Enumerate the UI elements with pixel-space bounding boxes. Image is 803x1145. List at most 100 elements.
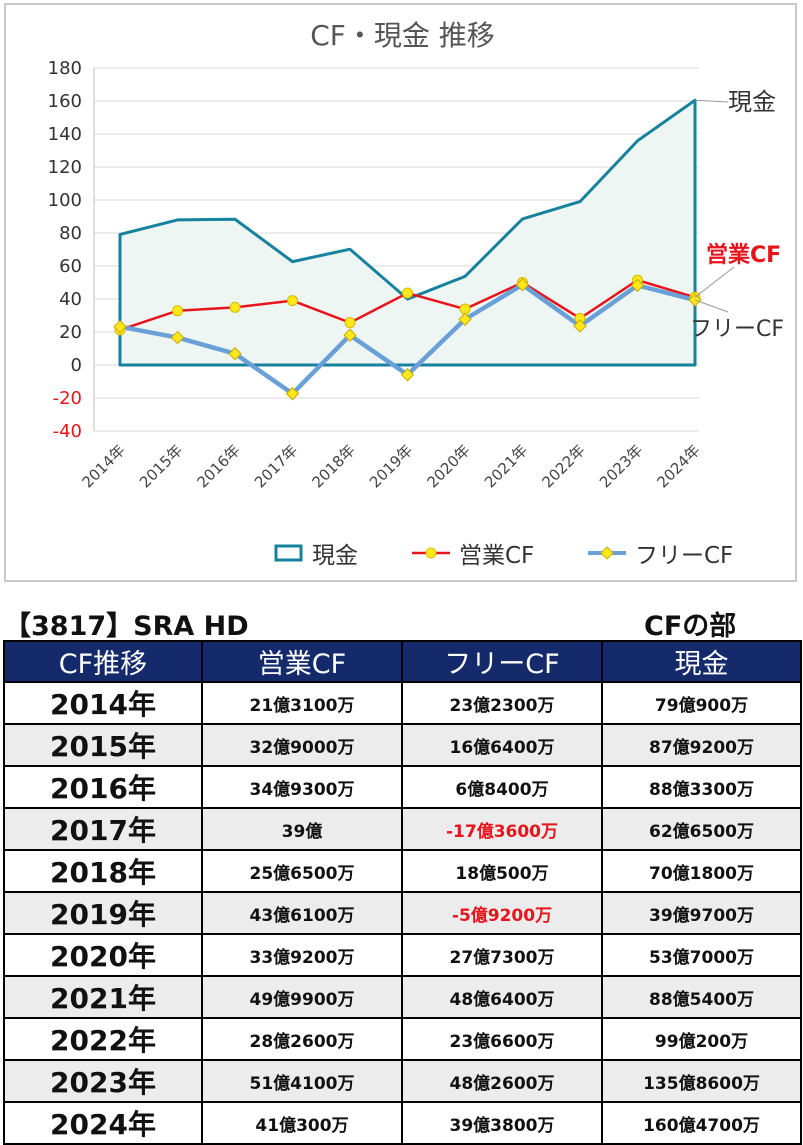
operating-cf-cell: 49億9900万 <box>201 975 403 1019</box>
operating-cf-cell: 39億 <box>201 807 403 851</box>
y-tick-label: 180 <box>48 58 82 79</box>
table-row: 2024年 41億300万 39億3800万 160億4700万 <box>3 1101 802 1145</box>
x-tick-label: 2023年 <box>596 441 646 491</box>
x-tick-label: 2020年 <box>423 441 473 491</box>
operating-cf-cell: 25億6500万 <box>201 849 403 893</box>
cash-cell: 53億7000万 <box>601 933 802 977</box>
free-cf-point <box>285 386 300 401</box>
legend-label-free-cf: フリーCF <box>635 543 734 569</box>
year-cell: 2018年 <box>3 849 203 893</box>
x-tick-label: 2017年 <box>251 441 301 491</box>
y-tick-label: 60 <box>59 256 82 277</box>
legend-swatch-free-cf <box>588 546 626 560</box>
cash-cell: 79億900万 <box>601 681 802 725</box>
cash-cell: 135億8600万 <box>601 1059 802 1103</box>
table-row: 2015年 32億9000万 16億6400万 87億9200万 <box>3 723 802 767</box>
free-cf-point <box>515 278 530 292</box>
legend-label-operating-cf: 営業CF <box>459 543 535 569</box>
free-cf-point <box>228 347 242 361</box>
cash-cell: 160億4700万 <box>601 1101 802 1145</box>
y-tick-label: 20 <box>59 322 82 343</box>
x-tick-label: 2014年 <box>78 441 128 491</box>
operating-cf-point <box>402 287 413 299</box>
table-row: 2014年 21億3100万 23億2300万 79億900万 <box>3 681 802 725</box>
chart-frame: CF・現金 推移 180 160 140 120 100 80 60 40 20 0 -20 -40 2… <box>4 3 797 582</box>
chart-title: CF・現金 推移 <box>310 19 495 52</box>
year-cell: 2017年 <box>3 807 203 851</box>
operating-cf-cell: 33億9200万 <box>201 933 403 977</box>
free-cf-cell: 48億2600万 <box>401 1059 603 1103</box>
x-tick-label: 2016年 <box>193 441 243 491</box>
series-label-cash: 現金 <box>728 88 776 116</box>
company-title: 【3817】SRA HD <box>4 611 249 642</box>
free-cf-cell: 27億7300万 <box>401 933 603 977</box>
header-free-cf: フリーCF <box>401 640 603 683</box>
table-row: 2023年 51億4100万 48億2600万 135億8600万 <box>3 1059 802 1103</box>
year-cell: 2021年 <box>3 975 203 1019</box>
free-cf-cell: -5億9200万 <box>401 891 603 935</box>
table-row: 2017年 39億 -17億3600万 62億6500万 <box>3 807 802 851</box>
table-row: 2022年 28億2600万 23億6600万 99億200万 <box>3 1017 802 1061</box>
free-cf-point <box>400 368 415 382</box>
y-tick-label: 80 <box>59 223 82 244</box>
free-cf-cell: 48億6400万 <box>401 975 603 1019</box>
free-cf-point <box>170 330 185 345</box>
free-cf-cell: 23億6600万 <box>401 1017 603 1061</box>
year-cell: 2019年 <box>3 891 203 935</box>
free-cf-cell: 16億6400万 <box>401 723 603 767</box>
operating-cf-point <box>172 305 183 317</box>
year-cell: 2024年 <box>3 1101 203 1145</box>
operating-cf-point <box>229 301 241 313</box>
free-cf-cell: 18億500万 <box>401 849 603 893</box>
year-cell: 2023年 <box>3 1059 203 1103</box>
operating-cf-cell: 51億4100万 <box>201 1059 403 1103</box>
cf-table: CF推移 営業CF フリーCF 現金 2014年 21億3100万 23億2300万… <box>3 640 802 1145</box>
table-row: 2016年 34億9300万 6億8400万 88億3300万 <box>3 765 802 809</box>
leader-line-free-cf <box>694 299 729 313</box>
legend-item-cash: 現金 <box>274 535 358 571</box>
y-tick-label: 140 <box>48 124 82 145</box>
operating-cf-cell: 34億9300万 <box>201 765 403 809</box>
chart-legend: 現金 営業CF フリーCF <box>6 535 799 571</box>
header-operating-cf: 営業CF <box>201 640 403 683</box>
x-tick-label: 2018年 <box>308 441 358 491</box>
series-label-operating-cf: 営業CF <box>706 242 781 268</box>
year-cell: 2020年 <box>3 933 203 977</box>
header-cf-trend: CF推移 <box>3 640 203 683</box>
operating-cf-point <box>344 317 356 329</box>
legend-label-cash: 現金 <box>312 543 358 569</box>
section-title: CFの部 <box>644 611 737 642</box>
legend-swatch-cash <box>274 544 303 562</box>
y-tick-label: 100 <box>48 190 82 211</box>
table-row: 2021年 49億9900万 48億6400万 88億5400万 <box>3 975 802 1019</box>
free-cf-cell: 23億2300万 <box>401 681 603 725</box>
operating-cf-point <box>287 295 298 307</box>
cash-cell: 88億3300万 <box>601 765 802 809</box>
cash-cell: 99億200万 <box>601 1017 802 1061</box>
x-tick-label: 2019年 <box>366 441 416 491</box>
x-tick-label: 2024年 <box>653 441 703 491</box>
free-cf-cell: -17億3600万 <box>401 807 603 851</box>
free-cf-cell: 6億8400万 <box>401 765 603 809</box>
header-cash: 現金 <box>601 640 802 683</box>
free-cf-cell: 39億3800万 <box>401 1101 603 1145</box>
operating-cf-cell: 21億3100万 <box>201 681 403 725</box>
y-tick-label: 0 <box>71 355 82 376</box>
x-tick-label: 2022年 <box>538 441 588 491</box>
leader-line-cash <box>694 99 729 103</box>
year-cell: 2014年 <box>3 681 203 725</box>
table-row: 2018年 25億6500万 18億500万 70億1800万 <box>3 849 802 893</box>
legend-swatch-operating-cf <box>412 547 450 559</box>
operating-cf-cell: 41億300万 <box>201 1101 403 1145</box>
table-row: 2020年 33億9200万 27億7300万 53億7000万 <box>3 933 802 977</box>
operating-cf-cell: 28億2600万 <box>201 1017 403 1061</box>
operating-cf-cell: 43億6100万 <box>201 891 403 935</box>
series-area-cash <box>118 98 697 367</box>
operating-cf-cell: 32億9000万 <box>201 723 403 767</box>
table-header-row: CF推移 営業CF フリーCF 現金 <box>3 640 802 683</box>
y-tick-label: 160 <box>48 91 82 112</box>
y-tick-label: 40 <box>59 289 82 310</box>
legend-item-operating-cf: 営業CF <box>411 535 534 571</box>
cash-cell: 88億5400万 <box>601 975 802 1019</box>
